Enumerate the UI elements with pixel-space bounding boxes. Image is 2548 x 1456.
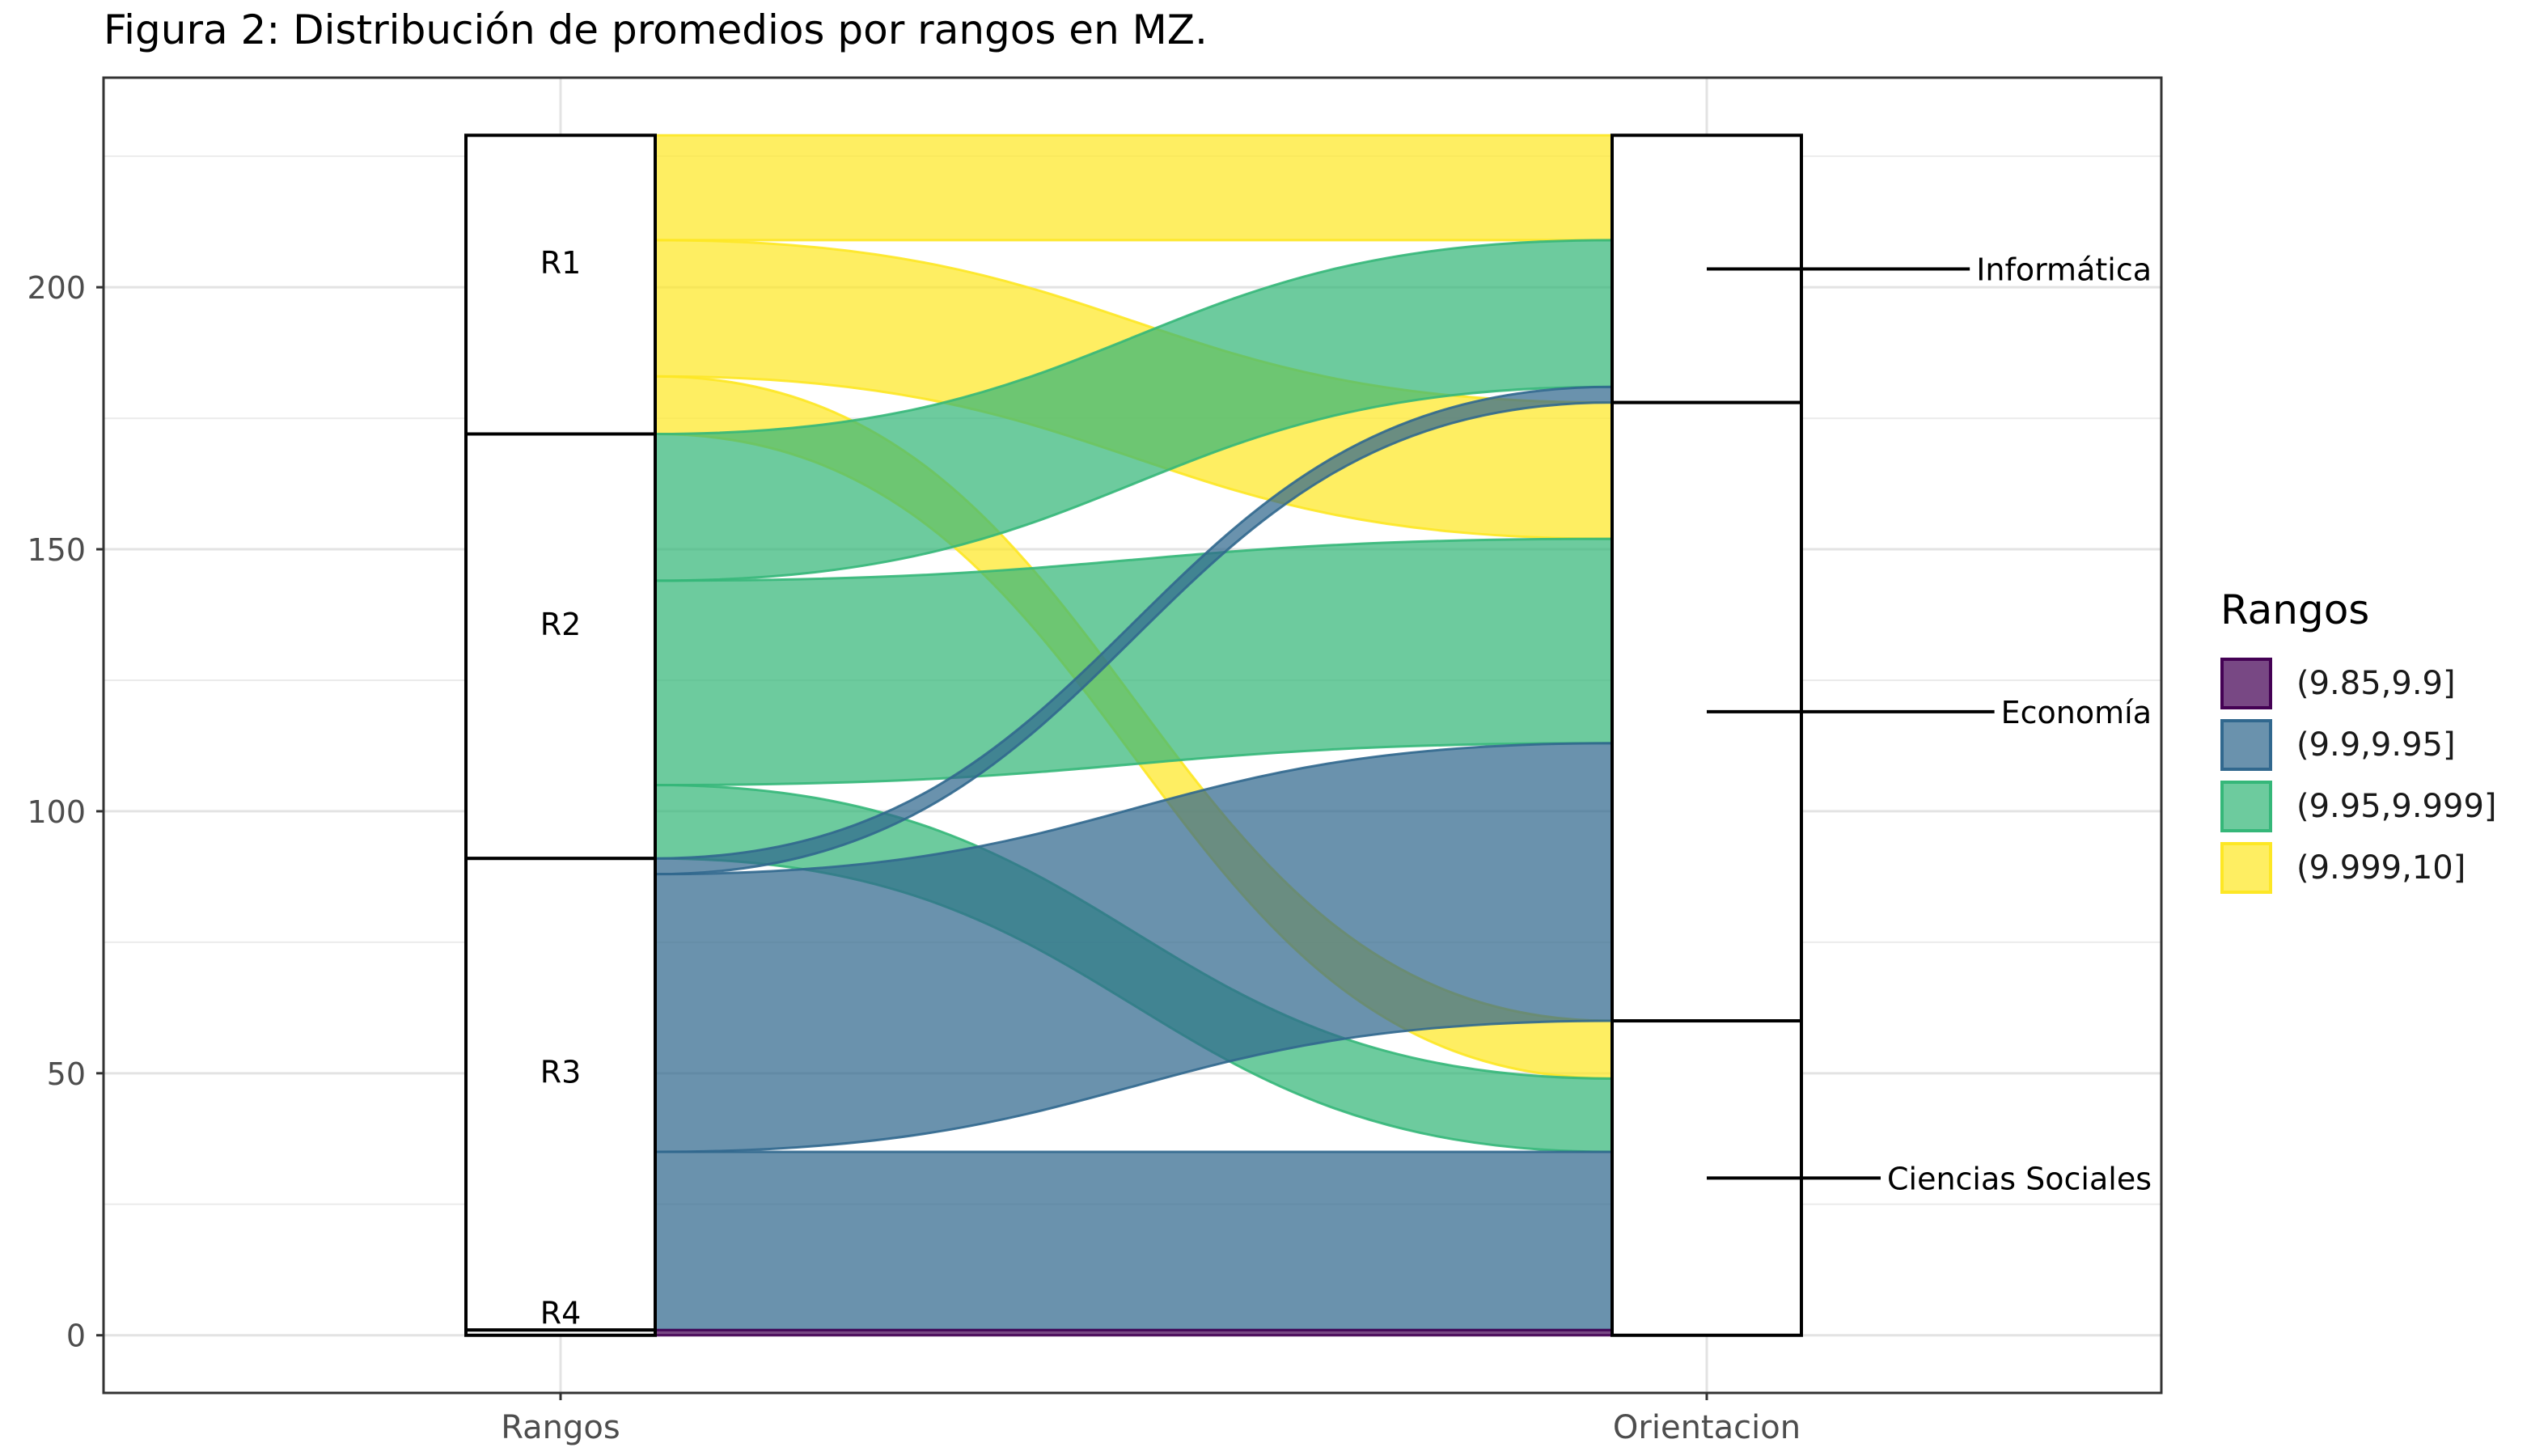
legend-title: Rangos [2220,586,2370,633]
y-tick-label: 100 [27,794,86,830]
rangos-stratum [464,857,657,1332]
x-tick-label: Rangos [501,1409,620,1446]
y-tick-label: 50 [47,1056,86,1092]
y-tick-label: 200 [27,270,86,306]
legend-item: (9.85,9.9] [2220,654,2497,713]
stratum-label-R3: R3 [540,1055,582,1090]
stratum-label-R2: R2 [540,607,582,642]
rangos-stratum [464,1328,657,1337]
stratum-label-orientacion: Ciencias Sociales [1887,1161,2152,1196]
stratum-label-R4: R4 [540,1295,582,1331]
legend-item: (9.95,9.999] [2220,777,2497,836]
x-tick-label: Orientacion [1613,1409,1801,1446]
legend-label: (9.95,9.999] [2296,788,2497,825]
stratum-label-orientacion: Informática [1976,252,2152,287]
flow-R1-Informática [654,133,1614,242]
panel-border [102,76,2163,1395]
legend-swatch [2220,719,2272,771]
legend-swatch [2220,658,2272,709]
legend-swatch [2220,781,2272,832]
y-tick-label: 150 [27,532,86,568]
flow-R4-Ciencias Sociales [654,1328,1614,1337]
stratum-label-R1: R1 [540,245,582,281]
legend-label: (9.999,10] [2296,849,2466,887]
legend-swatch [2220,842,2272,894]
rangos-stratum [464,432,657,861]
flow-R3-Ciencias Sociales [654,1150,1614,1331]
rangos-stratum [464,133,657,436]
legend-item: (9.9,9.95] [2220,716,2497,774]
stratum-label-orientacion: Economía [2001,695,2152,730]
legend-label: (9.9,9.95] [2296,726,2456,764]
legend: Rangos (9.85,9.9] (9.9,9.95] (9.95,9.999] (… [2220,586,2497,900]
chart-title: Figura 2: Distribución de promedios por … [104,6,1208,53]
legend-item: (9.999,10] [2220,839,2497,897]
legend-label: (9.85,9.9] [2296,665,2456,702]
y-tick-label: 0 [66,1318,86,1354]
